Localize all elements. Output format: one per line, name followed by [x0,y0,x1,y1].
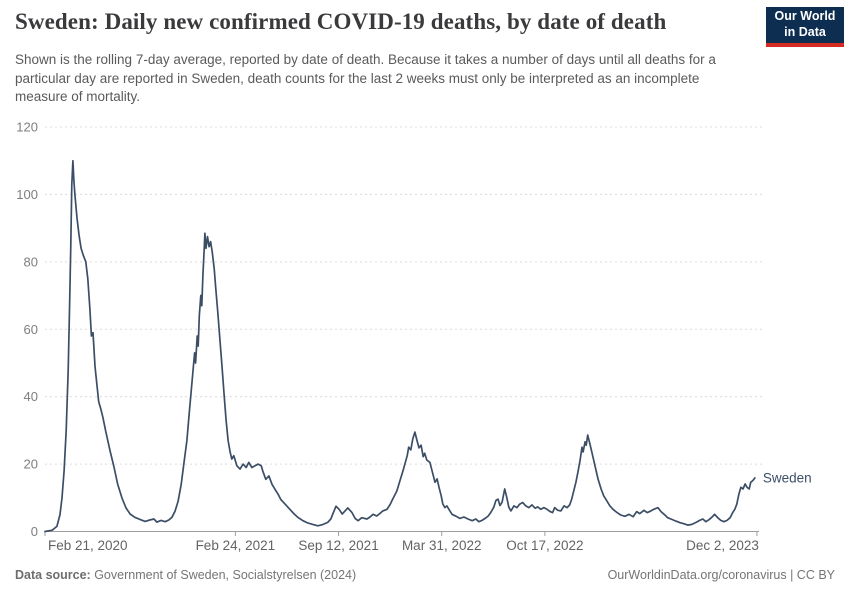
owid-url-link[interactable]: OurWorldinData.org/coronavirus [607,568,787,582]
y-axis-tick-label: 100 [16,187,38,202]
x-axis-tick-label: Oct 17, 2022 [506,538,583,553]
owid-logo-line1: Our World [774,9,836,24]
chart-title: Sweden: Daily new confirmed COVID-19 dea… [15,9,667,34]
x-axis-tick-label: Mar 31, 2022 [402,538,482,553]
data-source: Data source: Government of Sweden, Socia… [15,568,356,582]
y-axis-tick-label: 120 [16,120,38,135]
footer-right: OurWorldinData.org/coronavirus | CC BY [608,568,835,582]
series-line-sweden [44,159,756,533]
data-source-text: Government of Sweden, Socialstyrelsen (2… [90,568,357,582]
y-axis-tick-label: 60 [24,322,38,337]
owid-logo-line2: in Data [784,25,826,39]
chart-footer: Data source: Government of Sweden, Socia… [15,568,835,582]
owid-logo[interactable]: Our World in Data [766,7,844,47]
x-axis-tick-label: Sep 12, 2021 [298,538,378,553]
x-axis-tick-label: Dec 2, 2023 [686,538,759,553]
series-end-label: Sweden [763,470,812,485]
x-axis-tick-label: Feb 21, 2020 [48,538,128,553]
data-source-label: Data source: [15,568,91,582]
y-axis-tick-label: 80 [24,254,38,269]
license-badge: | CC BY [786,568,835,582]
y-axis-tick-label: 20 [24,457,38,472]
chart-subtitle: Shown is the rolling 7-day average, repo… [15,52,716,105]
x-axis-tick-label: Feb 24, 2021 [196,538,276,553]
y-axis-tick-label: 40 [24,389,38,404]
y-axis-tick-label: 0 [31,524,38,539]
